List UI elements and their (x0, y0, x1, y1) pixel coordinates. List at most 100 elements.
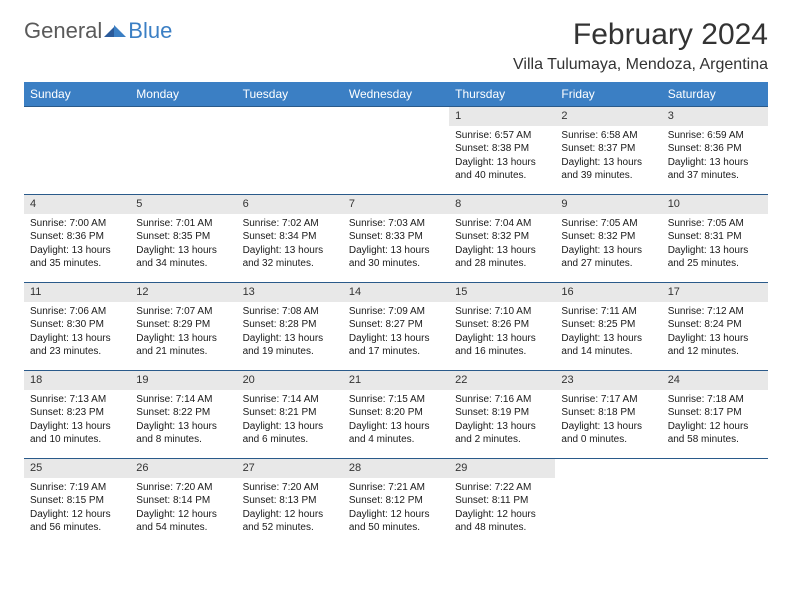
logo-triangle-icon (104, 23, 126, 39)
sunrise-line: Sunrise: 7:20 AM (243, 481, 337, 495)
daylight-line: Daylight: 13 hours and 17 minutes. (349, 332, 443, 359)
daylight-line: Daylight: 13 hours and 6 minutes. (243, 420, 337, 447)
sunrise-line: Sunrise: 7:18 AM (668, 393, 762, 407)
day-body: Sunrise: 7:04 AMSunset: 8:32 PMDaylight:… (449, 214, 555, 274)
sunset-line: Sunset: 8:32 PM (561, 230, 655, 244)
sunrise-line: Sunrise: 7:12 AM (668, 305, 762, 319)
sunrise-line: Sunrise: 7:20 AM (136, 481, 230, 495)
weekday-header: Wednesday (343, 82, 449, 106)
daylight-line: Daylight: 13 hours and 0 minutes. (561, 420, 655, 447)
daylight-line: Daylight: 13 hours and 8 minutes. (136, 420, 230, 447)
calendar-cell: 5Sunrise: 7:01 AMSunset: 8:35 PMDaylight… (130, 194, 236, 282)
calendar-cell: 15Sunrise: 7:10 AMSunset: 8:26 PMDayligh… (449, 282, 555, 370)
daylight-line: Daylight: 13 hours and 2 minutes. (455, 420, 549, 447)
day-body: Sunrise: 7:10 AMSunset: 8:26 PMDaylight:… (449, 302, 555, 362)
sunset-line: Sunset: 8:35 PM (136, 230, 230, 244)
day-body: Sunrise: 7:19 AMSunset: 8:15 PMDaylight:… (24, 478, 130, 538)
daylight-line: Daylight: 13 hours and 16 minutes. (455, 332, 549, 359)
day-body: Sunrise: 7:14 AMSunset: 8:22 PMDaylight:… (130, 390, 236, 450)
day-number: 23 (555, 370, 661, 390)
sunrise-line: Sunrise: 7:07 AM (136, 305, 230, 319)
sunset-line: Sunset: 8:36 PM (668, 142, 762, 156)
day-number: 12 (130, 282, 236, 302)
sunrise-line: Sunrise: 7:10 AM (455, 305, 549, 319)
sunrise-line: Sunrise: 6:58 AM (561, 129, 655, 143)
day-number: 11 (24, 282, 130, 302)
daylight-line: Daylight: 12 hours and 56 minutes. (30, 508, 124, 535)
sunset-line: Sunset: 8:13 PM (243, 494, 337, 508)
sunrise-line: Sunrise: 7:03 AM (349, 217, 443, 231)
sunrise-line: Sunrise: 7:09 AM (349, 305, 443, 319)
day-body: Sunrise: 7:21 AMSunset: 8:12 PMDaylight:… (343, 478, 449, 538)
day-number: 17 (662, 282, 768, 302)
calendar-cell: 16Sunrise: 7:11 AMSunset: 8:25 PMDayligh… (555, 282, 661, 370)
daylight-line: Daylight: 13 hours and 32 minutes. (243, 244, 337, 271)
day-body: Sunrise: 7:20 AMSunset: 8:14 PMDaylight:… (130, 478, 236, 538)
daylight-line: Daylight: 13 hours and 23 minutes. (30, 332, 124, 359)
sunrise-line: Sunrise: 7:05 AM (668, 217, 762, 231)
calendar-cell: 18Sunrise: 7:13 AMSunset: 8:23 PMDayligh… (24, 370, 130, 458)
calendar-cell: 20Sunrise: 7:14 AMSunset: 8:21 PMDayligh… (237, 370, 343, 458)
daylight-line: Daylight: 13 hours and 30 minutes. (349, 244, 443, 271)
day-number-empty (24, 106, 130, 126)
day-number: 5 (130, 194, 236, 214)
day-number: 10 (662, 194, 768, 214)
day-number-empty (555, 458, 661, 478)
day-body: Sunrise: 7:06 AMSunset: 8:30 PMDaylight:… (24, 302, 130, 362)
sunset-line: Sunset: 8:12 PM (349, 494, 443, 508)
calendar-row: 4Sunrise: 7:00 AMSunset: 8:36 PMDaylight… (24, 194, 768, 282)
day-number: 21 (343, 370, 449, 390)
calendar-row: 25Sunrise: 7:19 AMSunset: 8:15 PMDayligh… (24, 458, 768, 546)
daylight-line: Daylight: 12 hours and 48 minutes. (455, 508, 549, 535)
sunrise-line: Sunrise: 7:14 AM (243, 393, 337, 407)
logo-text-general: General (24, 18, 102, 44)
title-block: February 2024 Villa Tulumaya, Mendoza, A… (513, 18, 768, 74)
calendar-cell: 6Sunrise: 7:02 AMSunset: 8:34 PMDaylight… (237, 194, 343, 282)
sunrise-line: Sunrise: 7:08 AM (243, 305, 337, 319)
calendar-body: 1Sunrise: 6:57 AMSunset: 8:38 PMDaylight… (24, 106, 768, 546)
day-body: Sunrise: 7:08 AMSunset: 8:28 PMDaylight:… (237, 302, 343, 362)
logo-text-blue: Blue (128, 18, 172, 44)
calendar-cell: 2Sunrise: 6:58 AMSunset: 8:37 PMDaylight… (555, 106, 661, 194)
daylight-line: Daylight: 12 hours and 54 minutes. (136, 508, 230, 535)
day-number: 29 (449, 458, 555, 478)
daylight-line: Daylight: 12 hours and 58 minutes. (668, 420, 762, 447)
day-body: Sunrise: 7:13 AMSunset: 8:23 PMDaylight:… (24, 390, 130, 450)
daylight-line: Daylight: 13 hours and 39 minutes. (561, 156, 655, 183)
day-number: 6 (237, 194, 343, 214)
weekday-header: Thursday (449, 82, 555, 106)
sunset-line: Sunset: 8:27 PM (349, 318, 443, 332)
day-body: Sunrise: 7:15 AMSunset: 8:20 PMDaylight:… (343, 390, 449, 450)
day-body: Sunrise: 7:16 AMSunset: 8:19 PMDaylight:… (449, 390, 555, 450)
day-number: 18 (24, 370, 130, 390)
calendar-cell (237, 106, 343, 194)
day-number: 8 (449, 194, 555, 214)
day-body: Sunrise: 7:02 AMSunset: 8:34 PMDaylight:… (237, 214, 343, 274)
sunrise-line: Sunrise: 7:19 AM (30, 481, 124, 495)
sunset-line: Sunset: 8:14 PM (136, 494, 230, 508)
calendar-cell: 21Sunrise: 7:15 AMSunset: 8:20 PMDayligh… (343, 370, 449, 458)
sunset-line: Sunset: 8:17 PM (668, 406, 762, 420)
sunrise-line: Sunrise: 7:06 AM (30, 305, 124, 319)
day-body: Sunrise: 7:18 AMSunset: 8:17 PMDaylight:… (662, 390, 768, 450)
sunset-line: Sunset: 8:11 PM (455, 494, 549, 508)
daylight-line: Daylight: 12 hours and 52 minutes. (243, 508, 337, 535)
sunset-line: Sunset: 8:23 PM (30, 406, 124, 420)
day-number: 19 (130, 370, 236, 390)
calendar-cell (130, 106, 236, 194)
day-body: Sunrise: 7:22 AMSunset: 8:11 PMDaylight:… (449, 478, 555, 538)
sunset-line: Sunset: 8:18 PM (561, 406, 655, 420)
sunset-line: Sunset: 8:25 PM (561, 318, 655, 332)
sunrise-line: Sunrise: 7:04 AM (455, 217, 549, 231)
daylight-line: Daylight: 13 hours and 10 minutes. (30, 420, 124, 447)
day-number: 7 (343, 194, 449, 214)
weekday-header-row: SundayMondayTuesdayWednesdayThursdayFrid… (24, 82, 768, 106)
calendar-cell: 28Sunrise: 7:21 AMSunset: 8:12 PMDayligh… (343, 458, 449, 546)
daylight-line: Daylight: 13 hours and 40 minutes. (455, 156, 549, 183)
day-number: 1 (449, 106, 555, 126)
calendar-cell: 13Sunrise: 7:08 AMSunset: 8:28 PMDayligh… (237, 282, 343, 370)
day-number: 24 (662, 370, 768, 390)
sunset-line: Sunset: 8:33 PM (349, 230, 443, 244)
calendar-cell: 19Sunrise: 7:14 AMSunset: 8:22 PMDayligh… (130, 370, 236, 458)
daylight-line: Daylight: 13 hours and 27 minutes. (561, 244, 655, 271)
